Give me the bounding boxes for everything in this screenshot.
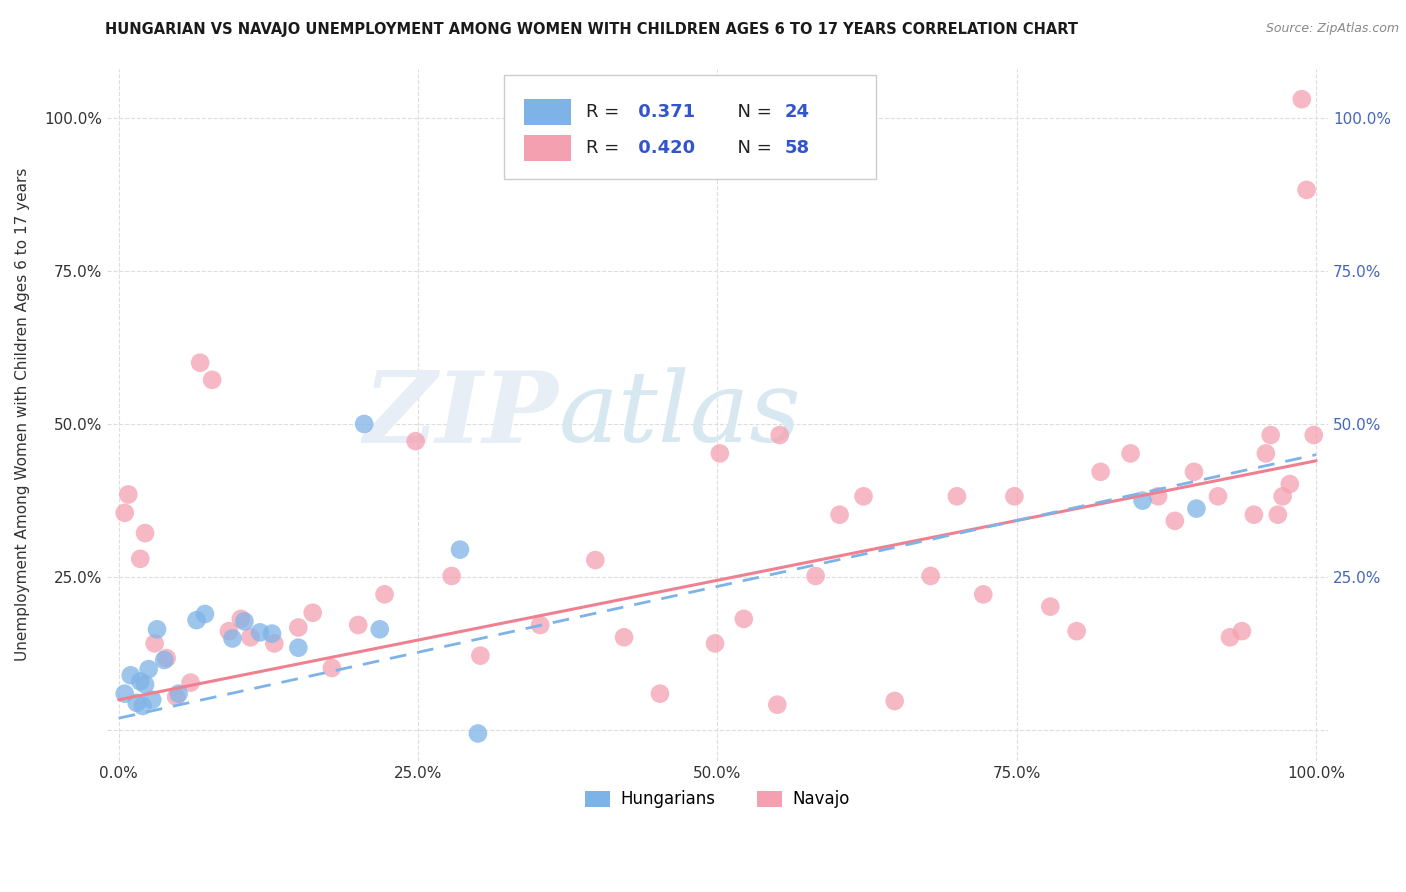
Point: [1132, 493, 1154, 508]
Point: [467, 726, 489, 740]
Point: [229, 612, 252, 626]
Point: [131, 698, 153, 713]
Point: [1291, 92, 1313, 106]
Point: [1066, 624, 1088, 639]
Legend: Hungarians, Navajo: Hungarians, Navajo: [579, 784, 856, 815]
Point: [529, 618, 551, 632]
Text: N =: N =: [725, 103, 778, 121]
Point: [129, 551, 152, 566]
FancyBboxPatch shape: [524, 99, 571, 125]
Point: [613, 630, 636, 644]
Point: [134, 677, 156, 691]
Point: [117, 487, 139, 501]
Point: [374, 587, 396, 601]
Point: [165, 690, 187, 704]
Point: [287, 640, 309, 655]
Point: [1295, 183, 1317, 197]
Point: [156, 651, 179, 665]
Text: 24: 24: [785, 103, 810, 121]
Point: [1147, 489, 1170, 503]
Point: [1185, 501, 1208, 516]
Point: [920, 569, 942, 583]
Y-axis label: Unemployment Among Women with Children Ages 6 to 17 years: Unemployment Among Women with Children A…: [15, 168, 30, 662]
Point: [1090, 465, 1112, 479]
Point: [167, 687, 190, 701]
Point: [146, 623, 169, 637]
Point: [405, 434, 427, 449]
Point: [704, 636, 727, 650]
Point: [125, 696, 148, 710]
Text: 58: 58: [785, 139, 810, 157]
Point: [1039, 599, 1062, 614]
Point: [440, 569, 463, 583]
Point: [321, 661, 343, 675]
Point: [972, 587, 994, 601]
Text: ZIP: ZIP: [364, 367, 558, 463]
Point: [260, 626, 283, 640]
Point: [1219, 630, 1241, 644]
Point: [368, 623, 391, 637]
Point: [188, 356, 211, 370]
Point: [347, 618, 370, 632]
Point: [1243, 508, 1265, 522]
FancyBboxPatch shape: [503, 76, 876, 179]
Point: [194, 607, 217, 621]
Point: [766, 698, 789, 712]
Point: [218, 624, 240, 639]
Point: [114, 506, 136, 520]
FancyBboxPatch shape: [524, 135, 571, 161]
Point: [1260, 428, 1282, 442]
Point: [583, 553, 606, 567]
Point: [221, 632, 243, 646]
Point: [180, 675, 202, 690]
Point: [1271, 489, 1294, 503]
Point: [470, 648, 492, 663]
Point: [1302, 428, 1324, 442]
Point: [141, 693, 163, 707]
Point: [263, 636, 285, 650]
Point: [138, 662, 160, 676]
Point: [648, 687, 671, 701]
Text: Source: ZipAtlas.com: Source: ZipAtlas.com: [1265, 22, 1399, 36]
Text: 0.371: 0.371: [631, 103, 695, 121]
Point: [769, 428, 792, 442]
Text: N =: N =: [725, 139, 778, 157]
Point: [287, 620, 309, 634]
Point: [114, 687, 136, 701]
Text: R =: R =: [585, 103, 624, 121]
Point: [852, 489, 875, 503]
Point: [1002, 489, 1025, 503]
Point: [1119, 446, 1142, 460]
Point: [1278, 477, 1301, 491]
Text: atlas: atlas: [558, 368, 801, 462]
Point: [353, 417, 375, 431]
Point: [301, 606, 323, 620]
Point: [186, 613, 208, 627]
Point: [143, 636, 166, 650]
Point: [120, 668, 142, 682]
Text: 0.420: 0.420: [631, 139, 695, 157]
Text: R =: R =: [585, 139, 624, 157]
Point: [883, 694, 905, 708]
Point: [804, 569, 827, 583]
Point: [1164, 514, 1187, 528]
Point: [249, 625, 271, 640]
Point: [134, 526, 156, 541]
Point: [709, 446, 731, 460]
Point: [233, 615, 256, 629]
Point: [733, 612, 755, 626]
Point: [449, 542, 471, 557]
Point: [1254, 446, 1277, 460]
Point: [1182, 465, 1205, 479]
Point: [129, 674, 152, 689]
Point: [946, 489, 969, 503]
Point: [828, 508, 851, 522]
Point: [239, 630, 262, 644]
Point: [1267, 508, 1289, 522]
Point: [1230, 624, 1253, 639]
Point: [201, 373, 224, 387]
Text: HUNGARIAN VS NAVAJO UNEMPLOYMENT AMONG WOMEN WITH CHILDREN AGES 6 TO 17 YEARS CO: HUNGARIAN VS NAVAJO UNEMPLOYMENT AMONG W…: [105, 22, 1078, 37]
Point: [1206, 489, 1229, 503]
Point: [153, 653, 176, 667]
